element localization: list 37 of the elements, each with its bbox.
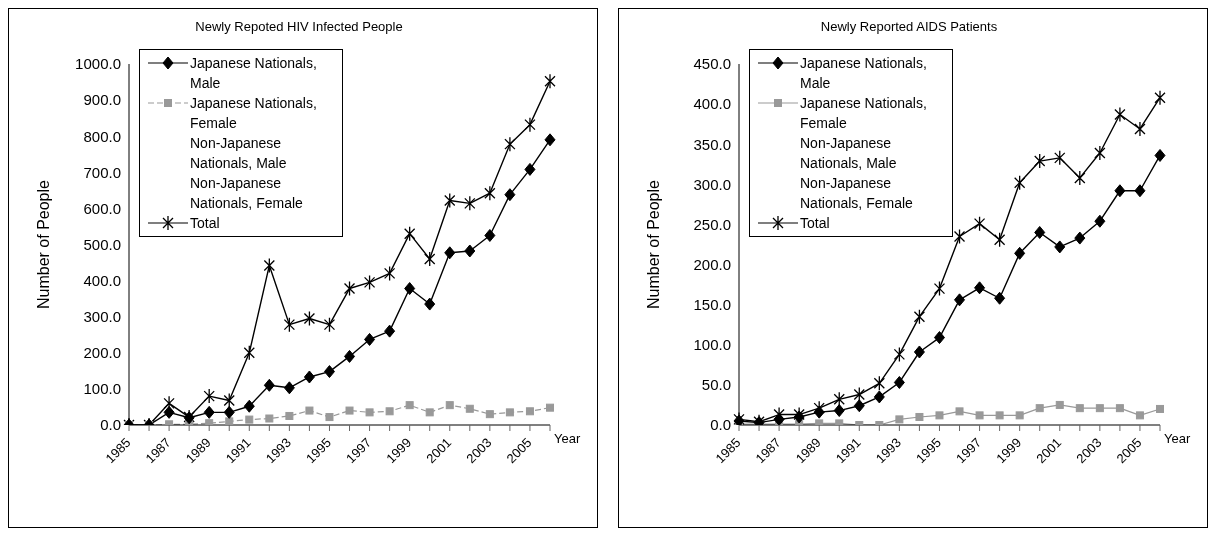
y-tick-label: 800.0 (83, 127, 121, 145)
legend-label: Japanese Nationals, Female (190, 94, 318, 133)
x-axis-title: Year (1164, 431, 1191, 446)
legend-label: Japanese Nationals, Female (800, 94, 928, 133)
text: Non-Japanese Nationals, Male (800, 134, 898, 173)
y-tick-label: 700.0 (83, 163, 121, 181)
y-tick-label: 500.0 (83, 235, 121, 253)
legend-label: Japanese Nationals, Male (190, 54, 318, 93)
y-tick-label: 350.0 (693, 135, 731, 153)
legend-label: Total (190, 214, 220, 233)
y-tick-label: 900.0 (83, 91, 121, 109)
y-tick-label: 150.0 (693, 295, 731, 313)
text: Non-Japanese Nationals, Female (190, 174, 304, 213)
y-tick-label: 300.0 (83, 308, 121, 326)
y-axis-title: Number of People (644, 179, 662, 309)
y-tick-label: 200.0 (693, 255, 731, 273)
legend-label: Japanese Nationals, Male (800, 54, 928, 93)
legend-label: Total (800, 214, 830, 233)
y-axis-title: Number of People (34, 179, 52, 309)
y-tick-label: 400.0 (693, 95, 731, 113)
y-tick-label: 100.0 (693, 336, 731, 354)
y-tick-label: 600.0 (83, 199, 121, 217)
chart-title: Newly Repoted HIV Infected People (194, 19, 404, 34)
text: Non-Japanese Nationals, Female (800, 174, 914, 213)
y-tick-label: 1000.0 (75, 55, 121, 73)
y-tick-label: 100.0 (83, 380, 121, 398)
y-tick-label: 400.0 (83, 271, 121, 289)
y-tick-label: 0.0 (710, 416, 731, 434)
y-tick-label: 450.0 (693, 55, 731, 73)
y-tick-label: 50.0 (701, 376, 731, 394)
y-tick-label: 200.0 (83, 344, 121, 362)
text: Non-Japanese Nationals, Male (190, 134, 288, 173)
y-tick-label: 300.0 (693, 175, 731, 193)
y-tick-label: 0.0 (100, 416, 121, 434)
chart-title: Newly Reported AIDS Patients (819, 19, 999, 34)
x-axis-title: Year (554, 431, 581, 446)
y-tick-label: 250.0 (693, 215, 731, 233)
